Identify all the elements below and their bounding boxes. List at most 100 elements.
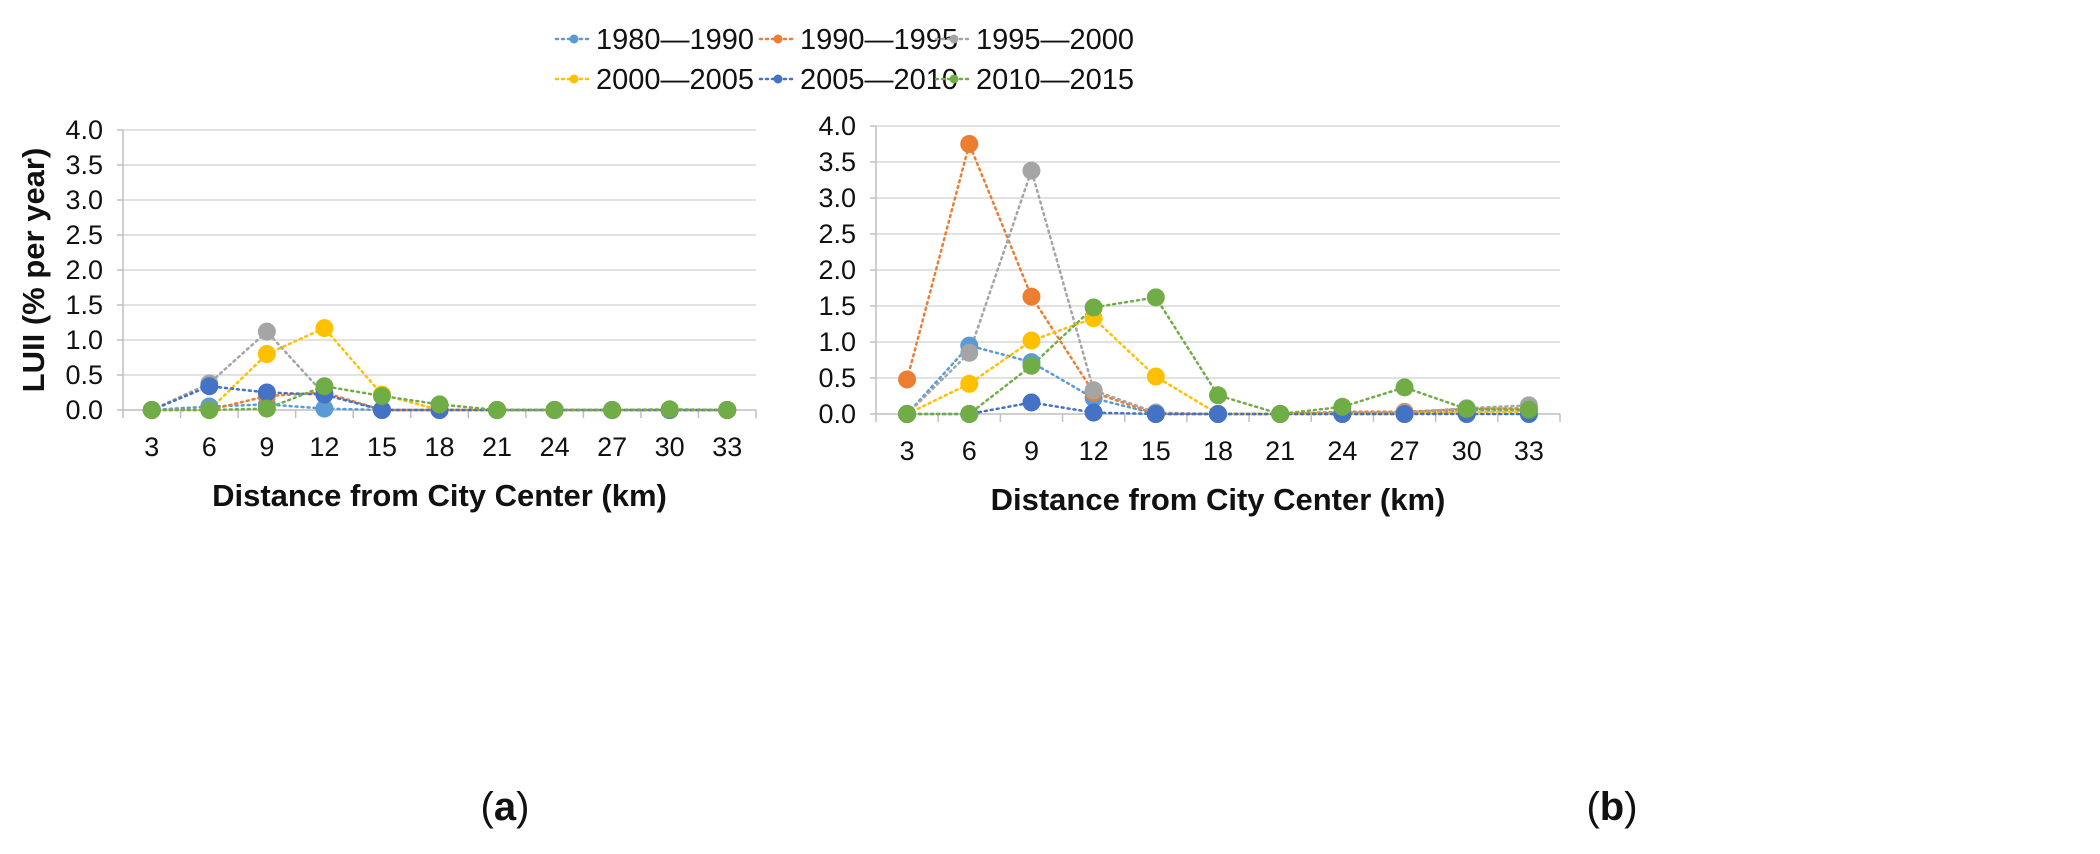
legend-marker bbox=[949, 74, 959, 84]
data-point bbox=[488, 401, 507, 419]
data-point bbox=[898, 405, 917, 423]
x-tick-label: 21 bbox=[482, 432, 512, 462]
data-point bbox=[200, 377, 219, 396]
legend-label: 2000—2005 bbox=[596, 64, 754, 96]
legend-label: 1990—1995 bbox=[800, 24, 958, 56]
data-point bbox=[372, 387, 391, 405]
y-tick-label: 4.0 bbox=[818, 111, 856, 141]
data-point bbox=[1395, 378, 1414, 397]
data-point bbox=[1022, 331, 1041, 350]
data-point bbox=[1395, 405, 1414, 423]
data-point bbox=[1519, 400, 1538, 419]
x-tick-label: 9 bbox=[1024, 436, 1039, 466]
x-tick-label: 6 bbox=[962, 436, 977, 466]
data-point bbox=[960, 405, 979, 423]
y-tick-label: 3.5 bbox=[818, 147, 856, 177]
data-point bbox=[960, 374, 979, 393]
y-tick-label: 0.0 bbox=[818, 399, 856, 429]
chart-panel-a: 0.0 0.5 1.0 1.5 2.0 2.5 3.0 3.5 4.0 3 6 9 12 15 18 21 24… bbox=[16, 115, 757, 513]
x-tick-label: 33 bbox=[1514, 436, 1544, 466]
x-tick-label: 3 bbox=[144, 432, 159, 462]
x-tick-label: 18 bbox=[424, 432, 454, 462]
x-tick-label: 30 bbox=[655, 432, 685, 462]
data-point bbox=[1146, 367, 1165, 386]
x-tick-label: 33 bbox=[712, 432, 742, 462]
legend-item: 1990—1995 bbox=[758, 24, 958, 56]
x-tick-label: 12 bbox=[1079, 436, 1109, 466]
data-point bbox=[960, 135, 979, 153]
y-axis-title: LUII (% per year) bbox=[16, 148, 51, 393]
legend-item: 2010—2015 bbox=[934, 64, 1134, 96]
series-line bbox=[150, 391, 729, 412]
data-point bbox=[660, 400, 679, 419]
data-point bbox=[1333, 397, 1352, 416]
data-point bbox=[1457, 399, 1476, 418]
legend-item: 2005—2010 bbox=[758, 64, 958, 96]
x-tick-label: 21 bbox=[1265, 436, 1295, 466]
data-point bbox=[257, 322, 276, 341]
data-point bbox=[257, 399, 276, 418]
legend-label: 1995—2000 bbox=[976, 24, 1134, 56]
data-point bbox=[718, 401, 737, 419]
x-tick-label: 15 bbox=[1141, 436, 1171, 466]
x-tick-label: 6 bbox=[202, 432, 217, 462]
y-tick-label: 2.5 bbox=[818, 219, 856, 249]
legend-marker bbox=[569, 74, 579, 84]
data-point bbox=[1022, 356, 1041, 375]
y-tick-label: 3.5 bbox=[65, 150, 103, 180]
x-axis-title: Distance from City Center (km) bbox=[991, 482, 1446, 517]
x-tick-label: 18 bbox=[1203, 436, 1233, 466]
y-tick-label: 3.0 bbox=[65, 185, 103, 215]
data-point bbox=[898, 370, 917, 389]
legend-marker bbox=[773, 74, 783, 84]
y-tick-label: 2.5 bbox=[65, 220, 103, 250]
x-tick-label: 3 bbox=[900, 436, 915, 466]
y-tick-label: 0.0 bbox=[65, 395, 103, 425]
legend-marker bbox=[949, 34, 959, 44]
y-tick-label: 0.5 bbox=[65, 360, 103, 390]
data-point bbox=[1209, 405, 1227, 423]
x-tick-label: 9 bbox=[259, 432, 274, 462]
y-tick-label: 1.0 bbox=[65, 325, 103, 355]
data-point bbox=[1271, 405, 1290, 423]
series-line bbox=[905, 142, 1531, 416]
legend-item: 1995—2000 bbox=[934, 24, 1134, 56]
data-point bbox=[200, 401, 219, 419]
panel-label-a: (a) bbox=[481, 785, 530, 829]
legend-marker bbox=[773, 34, 783, 44]
chart-panel-b: 0.0 0.5 1.0 1.5 2.0 2.5 3.0 3.5 4.0 3 6 9 12 15 18 21 24… bbox=[818, 111, 1561, 517]
legend: 1980—1990 1990—1995 1995—2000 2000—2005 2005… bbox=[554, 24, 1134, 96]
legend-item: 1980—1990 bbox=[554, 24, 754, 56]
data-point bbox=[1084, 298, 1103, 317]
data-point bbox=[430, 395, 449, 414]
y-tick-label: 1.5 bbox=[65, 290, 103, 320]
y-tick-label: 0.5 bbox=[818, 363, 856, 393]
data-point bbox=[603, 401, 622, 419]
x-tick-label: 15 bbox=[367, 432, 397, 462]
y-tick-label: 2.0 bbox=[65, 255, 103, 285]
y-tick-label: 3.0 bbox=[818, 183, 856, 213]
data-point bbox=[1209, 386, 1227, 405]
legend-item: 2000—2005 bbox=[554, 64, 754, 96]
x-tick-label: 30 bbox=[1452, 436, 1482, 466]
x-tick-label: 24 bbox=[540, 432, 570, 462]
y-tick-label: 1.0 bbox=[818, 327, 856, 357]
y-tick-label: 2.0 bbox=[818, 255, 856, 285]
legend-label: 2010—2015 bbox=[976, 64, 1134, 96]
data-point bbox=[1022, 161, 1041, 180]
x-tick-label: 27 bbox=[597, 432, 627, 462]
data-point bbox=[960, 343, 979, 362]
legend-label: 1980—1990 bbox=[596, 24, 754, 56]
x-axis-title: Distance from City Center (km) bbox=[212, 478, 667, 513]
x-tick-label: 12 bbox=[309, 432, 339, 462]
legend-label: 2005—2010 bbox=[800, 64, 958, 96]
data-point bbox=[372, 401, 391, 419]
y-tick-label: 4.0 bbox=[65, 115, 103, 145]
y-tick-label: 1.5 bbox=[818, 291, 856, 321]
data-point bbox=[315, 377, 334, 396]
data-point bbox=[142, 401, 161, 419]
data-point bbox=[315, 399, 334, 418]
data-point bbox=[1022, 287, 1041, 306]
x-tick-label: 24 bbox=[1327, 436, 1357, 466]
